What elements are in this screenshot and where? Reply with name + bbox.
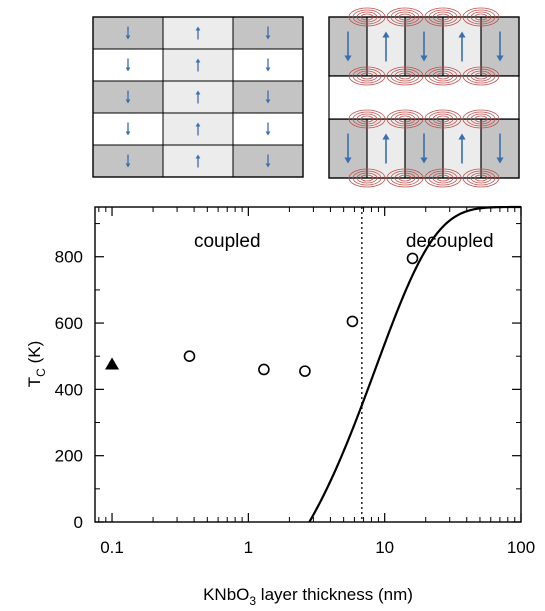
x-tick-label: 100 bbox=[507, 538, 535, 557]
data-points bbox=[105, 252, 419, 377]
domain-cell bbox=[92, 16, 164, 50]
domain-cell bbox=[232, 48, 304, 82]
domain-cell bbox=[162, 16, 234, 50]
x-tick-label: 0.1 bbox=[100, 538, 124, 557]
x-tick-label: 10 bbox=[375, 538, 394, 557]
polarization-down-arrow-icon bbox=[265, 26, 271, 40]
polarization-down-arrow-icon bbox=[265, 58, 271, 72]
polarization-up-arrow-icon bbox=[382, 31, 390, 62]
domain-cell bbox=[232, 80, 304, 114]
ferroelectric-slab bbox=[328, 16, 520, 77]
flux-closure-loop-icon bbox=[462, 66, 500, 86]
decoupled-domains-schematic bbox=[328, 7, 520, 188]
flux-closure-loop-icon bbox=[386, 168, 424, 188]
flux-closure-loop-icon bbox=[386, 109, 424, 129]
polarization-down-arrow-icon bbox=[496, 31, 504, 62]
flux-closure-loop-icon bbox=[462, 168, 500, 188]
polarization-down-arrow-icon bbox=[125, 58, 131, 72]
polarization-down-arrow-icon bbox=[125, 154, 131, 168]
data-point-circle bbox=[406, 252, 419, 265]
data-point-circle bbox=[183, 350, 196, 363]
y-tick-label: 200 bbox=[55, 447, 83, 466]
polarization-down-arrow-icon bbox=[125, 26, 131, 40]
flux-closure-loop-icon bbox=[386, 7, 424, 27]
data-point-circle bbox=[299, 365, 311, 377]
domain-cell bbox=[162, 48, 234, 82]
plot-frame bbox=[94, 206, 522, 523]
flux-closure-loop-icon bbox=[348, 7, 386, 27]
flux-closure-loop-icon bbox=[348, 66, 386, 86]
flux-closure-loop-icon bbox=[462, 7, 500, 27]
flux-closure-loop-icon bbox=[386, 66, 424, 86]
domain-cell bbox=[162, 144, 234, 178]
y-tick-label: 800 bbox=[55, 248, 83, 267]
x-axis-label: KNbO3 layer thickness (nm) bbox=[203, 585, 413, 608]
flux-closure-loop-icon bbox=[424, 66, 462, 86]
paraelectric-spacer bbox=[328, 75, 520, 120]
polarization-down-arrow-icon bbox=[420, 133, 428, 164]
domain-cell bbox=[92, 144, 164, 178]
tick-labels: 0.1 1 10 100 0 200 400 600 800 bbox=[55, 248, 536, 557]
polarization-down-arrow-icon bbox=[265, 154, 271, 168]
data-point-circle bbox=[346, 315, 359, 328]
flux-closure-loop-icon bbox=[462, 109, 500, 129]
y-tick-label: 600 bbox=[55, 314, 83, 333]
domain-cell bbox=[92, 48, 164, 82]
flux-closure-loop-icon bbox=[348, 109, 386, 129]
polarization-up-arrow-icon bbox=[195, 58, 201, 72]
domain-cell bbox=[162, 80, 234, 114]
domain-cell bbox=[232, 144, 304, 178]
polarization-down-arrow-icon bbox=[265, 122, 271, 136]
polarization-down-arrow-icon bbox=[344, 31, 352, 62]
domain-cell bbox=[232, 16, 304, 50]
x-tick-label: 1 bbox=[244, 538, 253, 557]
polarization-down-arrow-icon bbox=[125, 122, 131, 136]
polarization-down-arrow-icon bbox=[344, 133, 352, 164]
polarization-up-arrow-icon bbox=[195, 122, 201, 136]
y-tick-label: 400 bbox=[55, 380, 83, 399]
domain-cell bbox=[232, 112, 304, 146]
ferroelectric-slab bbox=[328, 118, 520, 179]
y-tick-label: 0 bbox=[74, 513, 83, 532]
polarization-up-arrow-icon bbox=[382, 133, 390, 164]
polarization-down-arrow-icon bbox=[125, 90, 131, 104]
flux-closure-loop-icon bbox=[348, 168, 386, 188]
flux-closure-loop-icon bbox=[424, 7, 462, 27]
polarization-up-arrow-icon bbox=[195, 26, 201, 40]
tc-vs-thickness-plot: 0.1 1 10 100 0 200 400 600 800 coupled decoupled… bbox=[25, 205, 536, 608]
flux-closure-loop-icon bbox=[424, 109, 462, 129]
domain-cell bbox=[92, 112, 164, 146]
flux-closure-loop-icon bbox=[424, 168, 462, 188]
data-point-triangle bbox=[105, 357, 120, 370]
polarization-down-arrow-icon bbox=[496, 133, 504, 164]
y-axis-label: TC (K) bbox=[25, 341, 48, 387]
domain-cell bbox=[92, 80, 164, 114]
polarization-up-arrow-icon bbox=[195, 90, 201, 104]
data-point-circle bbox=[258, 363, 270, 376]
fit-curve bbox=[308, 205, 522, 523]
polarization-up-arrow-icon bbox=[458, 31, 466, 62]
polarization-down-arrow-icon bbox=[420, 31, 428, 62]
region-label-coupled: coupled bbox=[194, 231, 261, 252]
coupled-domains-schematic bbox=[92, 16, 304, 178]
axis-ticks bbox=[95, 207, 522, 523]
polarization-down-arrow-icon bbox=[265, 90, 271, 104]
polarization-up-arrow-icon bbox=[195, 154, 201, 168]
region-label-decoupled: decoupled bbox=[406, 231, 494, 252]
domain-cell bbox=[162, 112, 234, 146]
polarization-up-arrow-icon bbox=[458, 133, 466, 164]
